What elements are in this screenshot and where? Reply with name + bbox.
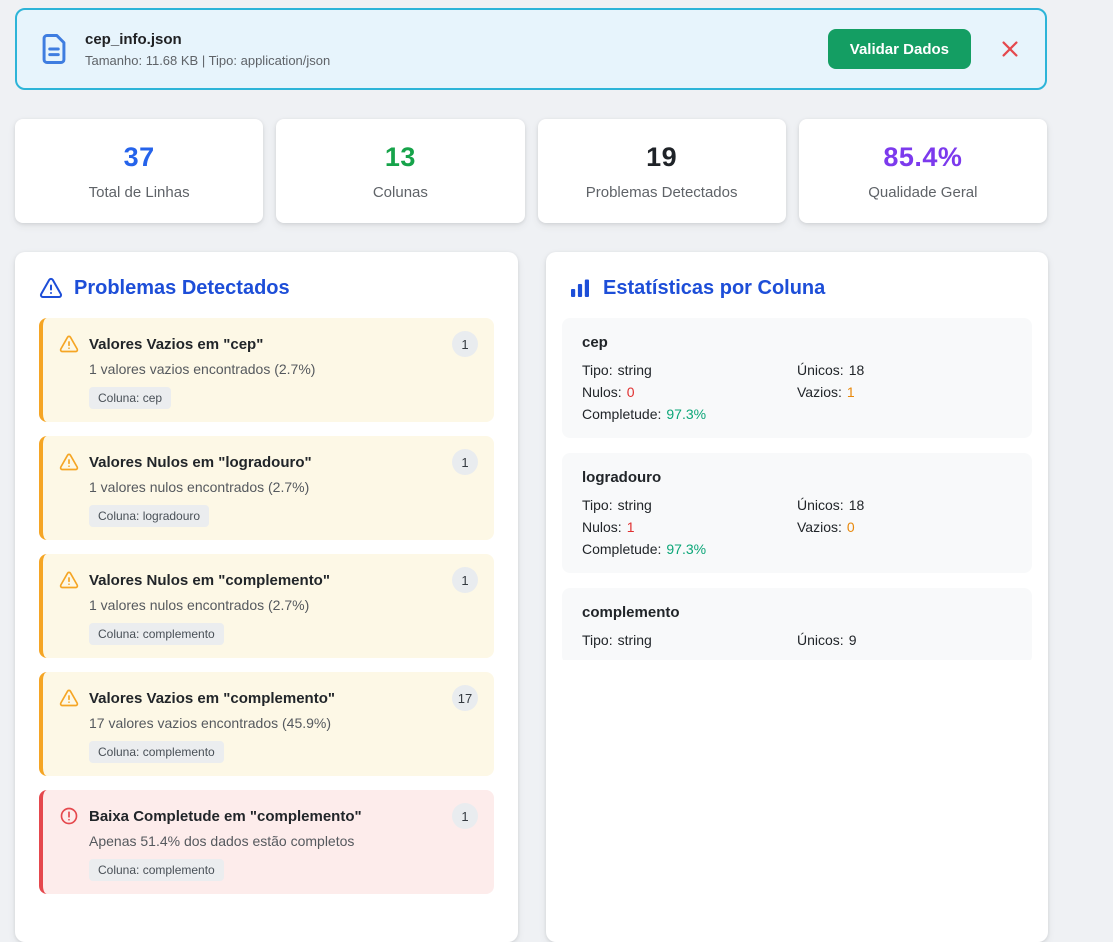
problem-title: Valores Nulos em "logradouro" (89, 453, 312, 471)
columns-value: 13 (384, 141, 416, 172)
field-nulos: Nulos: 0 (582, 384, 635, 400)
field-nulos: Nulos: 1 (582, 519, 635, 535)
column-name: logradouro (582, 469, 662, 486)
column-stats-title: Estatísticas por Coluna (603, 276, 826, 299)
validate-data-button[interactable]: Validar Dados (827, 29, 971, 69)
stat-card-quality: 85.4% Qualidade Geral (798, 119, 1047, 223)
column-card-logradouro: logradouro Tipo: string Únicos: 18 Nulos: 1… (562, 453, 1032, 573)
column-name: cep (582, 334, 608, 351)
problem-count-badge: 1 (452, 449, 478, 475)
problem-item: Valores Vazios em "cep" 1 1 valores vazi… (39, 318, 494, 422)
field-unicos: Únicos: 18 (797, 497, 865, 513)
columns-label: Colunas (372, 183, 428, 201)
main-panels: Problemas Detectados Valores Vazios em "… (15, 252, 1048, 942)
field-tipo: Tipo: string (582, 497, 652, 513)
problems-panel-title: Problemas Detectados (74, 276, 290, 299)
summary-cards-row: 37 Total de Linhas 13 Colunas 19 Problem… (15, 119, 1047, 223)
warning-triangle-icon (59, 334, 79, 354)
field-vazios: Vazios: 0 (797, 519, 855, 535)
field-unicos: Únicos: 18 (797, 362, 865, 378)
file-document-icon (37, 32, 71, 66)
problem-item: Valores Nulos em "logradouro" 1 1 valore… (39, 436, 494, 540)
column-badge: Coluna: complemento (89, 741, 224, 763)
column-stats-panel: Estatísticas por Coluna cep Tipo: string … (546, 252, 1048, 942)
problem-title: Valores Nulos em "complemento" (89, 571, 330, 589)
column-stats-header: Estatísticas por Coluna (568, 276, 1032, 300)
problems-label: Problemas Detectados (585, 183, 738, 201)
problem-item: Valores Nulos em "complemento" 1 1 valor… (39, 554, 494, 658)
problem-description: 17 valores vazios encontrados (45.9%) (89, 715, 332, 731)
total-rows-label: Total de Linhas (88, 183, 190, 201)
problem-title: Valores Vazios em "complemento" (89, 689, 335, 707)
field-completude: Completude: 97.3% (582, 406, 707, 422)
file-card: cep_info.json Tamanho: 11.68 KB | Tipo: … (15, 8, 1047, 90)
page: cep_info.json Tamanho: 11.68 KB | Tipo: … (15, 8, 1048, 942)
bar-chart-icon (568, 276, 592, 300)
close-icon[interactable] (999, 38, 1021, 60)
column-name: complemento (582, 604, 680, 621)
problem-title: Valores Vazios em "cep" (89, 335, 264, 353)
file-name: cep_info.json (85, 30, 182, 48)
column-card-cep: cep Tipo: string Únicos: 18 Nulos: 0 Vazios… (562, 318, 1032, 438)
quality-value: 85.4% (883, 141, 963, 172)
problem-count-badge: 1 (452, 803, 478, 829)
problem-description: Apenas 51.4% dos dados estão completos (89, 833, 355, 849)
column-badge: Coluna: logradouro (89, 505, 210, 527)
problem-count-badge: 17 (452, 685, 478, 711)
warning-triangle-icon (59, 452, 79, 472)
field-tipo: Tipo: string (582, 632, 652, 648)
problems-value: 19 (646, 141, 678, 172)
warning-triangle-icon (39, 276, 63, 300)
problem-count-badge: 1 (452, 567, 478, 593)
problem-title: Baixa Completude em "complemento" (89, 807, 362, 825)
error-circle-icon (59, 806, 79, 826)
problem-description: 1 valores vazios encontrados (2.7%) (89, 361, 316, 377)
stat-card-columns: 13 Colunas (276, 119, 525, 223)
file-info: cep_info.json Tamanho: 11.68 KB | Tipo: … (85, 31, 330, 68)
column-badge: Coluna: complemento (89, 623, 224, 645)
column-badge: Coluna: cep (89, 387, 172, 409)
field-vazios: Vazios: 1 (797, 384, 855, 400)
problem-item: Baixa Completude em "complemento" 1 Apen… (39, 790, 494, 894)
problem-description: 1 valores nulos encontrados (2.7%) (89, 597, 310, 613)
field-unicos: Únicos: 9 (797, 632, 857, 648)
total-rows-value: 37 (123, 141, 155, 172)
problem-count-badge: 1 (452, 331, 478, 357)
problem-description: 1 valores nulos encontrados (2.7%) (89, 479, 310, 495)
problems-panel: Problemas Detectados Valores Vazios em "… (15, 252, 518, 942)
problem-item: Valores Vazios em "complemento" 17 17 va… (39, 672, 494, 776)
field-tipo: Tipo: string (582, 362, 652, 378)
warning-triangle-icon (59, 570, 79, 590)
stat-card-total-rows: 37 Total de Linhas (15, 119, 264, 223)
column-badge: Coluna: complemento (89, 859, 224, 881)
field-completude: Completude: 97.3% (582, 541, 707, 557)
column-stats-list[interactable]: cep Tipo: string Únicos: 18 Nulos: 0 Vazios… (562, 318, 1032, 660)
stat-card-problems: 19 Problemas Detectados (537, 119, 786, 223)
file-meta: Tamanho: 11.68 KB | Tipo: application/js… (85, 52, 331, 68)
quality-label: Qualidade Geral (868, 183, 978, 201)
problems-panel-header: Problemas Detectados (39, 276, 494, 300)
column-card-complemento: complemento Tipo: string Únicos: 9 (562, 588, 1032, 660)
warning-triangle-icon (59, 688, 79, 708)
